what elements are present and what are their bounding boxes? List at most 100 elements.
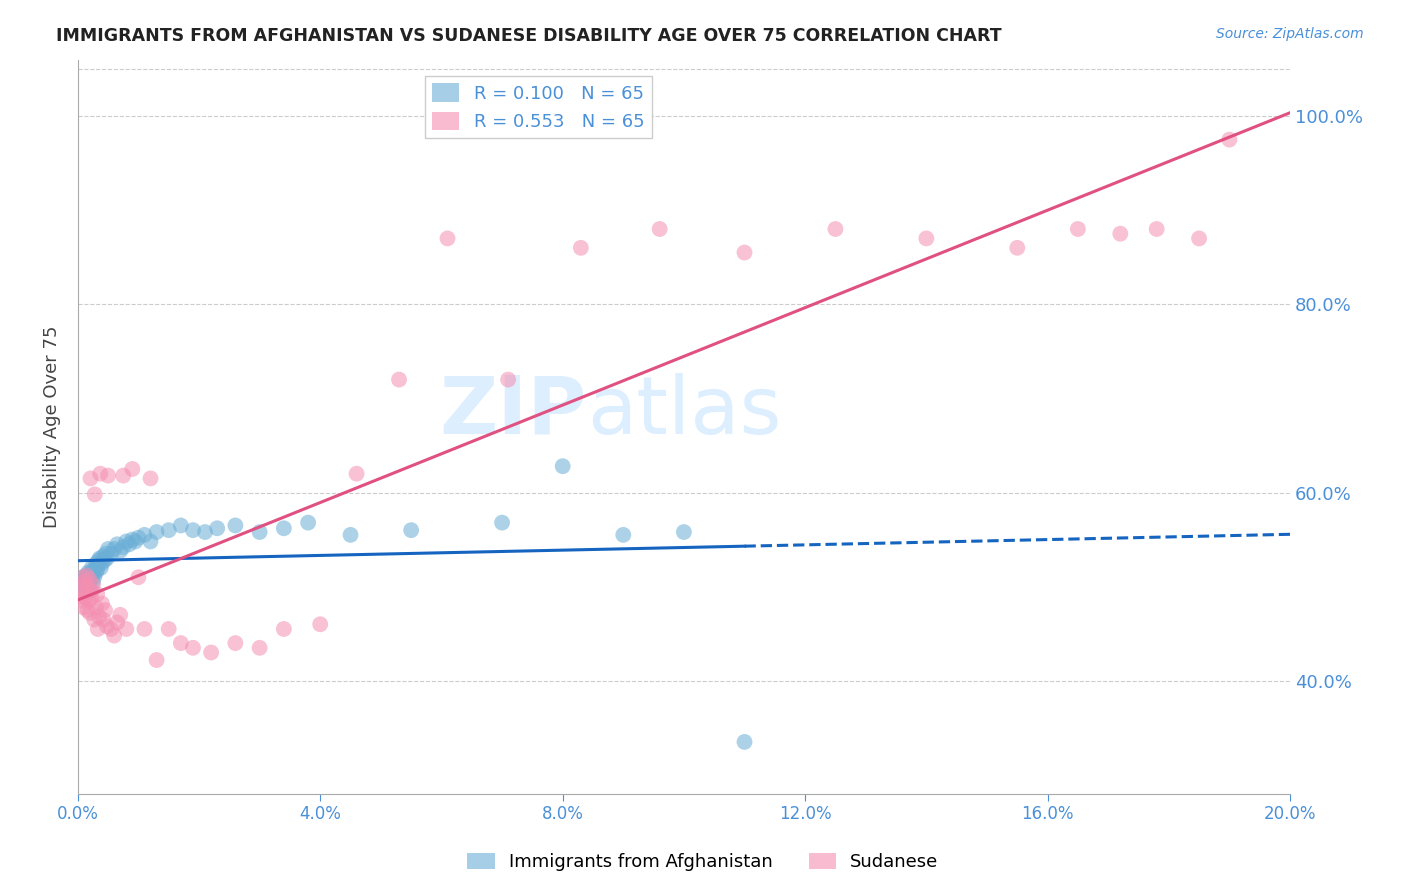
Point: [77, 570, 100, 584]
Point: [82, 574, 104, 589]
Text: IMMIGRANTS FROM AFGHANISTAN VS SUDANESE DISABILITY AGE OVER 75 CORRELATION CHART: IMMIGRANTS FROM AFGHANISTAN VS SUDANESE …: [56, 27, 1002, 45]
Point: [91, 549, 114, 564]
Point: [346, 467, 368, 481]
Point: [496, 373, 519, 387]
Text: ZIP: ZIP: [440, 373, 586, 451]
Point: [72, 570, 94, 584]
Point: [273, 622, 295, 636]
Point: [127, 531, 149, 545]
Point: [110, 607, 132, 622]
Point: [824, 222, 846, 236]
Point: [118, 537, 141, 551]
Point: [91, 556, 114, 570]
Point: [115, 534, 138, 549]
Point: [205, 521, 228, 535]
Point: [1007, 241, 1029, 255]
Point: [91, 597, 114, 611]
Point: [84, 600, 107, 615]
Point: [84, 566, 107, 580]
Text: Source: ZipAtlas.com: Source: ZipAtlas.com: [1216, 27, 1364, 41]
Point: [399, 523, 422, 537]
Point: [76, 580, 98, 594]
Point: [145, 524, 167, 539]
Point: [112, 540, 135, 554]
Point: [200, 646, 222, 660]
Point: [83, 487, 105, 501]
Point: [297, 516, 319, 530]
Point: [145, 653, 167, 667]
Point: [73, 574, 96, 589]
Point: [83, 561, 105, 575]
Point: [100, 547, 122, 561]
Point: [94, 603, 117, 617]
Point: [339, 528, 361, 542]
Point: [734, 245, 756, 260]
Point: [121, 462, 143, 476]
Point: [87, 558, 110, 573]
Point: [77, 593, 100, 607]
Point: [436, 231, 458, 245]
Point: [648, 222, 671, 236]
Point: [139, 471, 162, 485]
Point: [139, 534, 162, 549]
Point: [69, 580, 91, 594]
Point: [79, 572, 101, 586]
Point: [124, 534, 146, 549]
Point: [86, 587, 108, 601]
Point: [73, 600, 96, 615]
Point: [273, 521, 295, 535]
Point: [89, 551, 111, 566]
Point: [77, 578, 100, 592]
Point: [569, 241, 592, 255]
Point: [1109, 227, 1132, 241]
Point: [103, 629, 125, 643]
Point: [121, 533, 143, 547]
Point: [115, 622, 138, 636]
Point: [388, 373, 411, 387]
Point: [105, 537, 128, 551]
Point: [73, 582, 96, 596]
Point: [551, 459, 574, 474]
Point: [100, 622, 122, 636]
Point: [127, 570, 149, 584]
Point: [83, 570, 105, 584]
Point: [157, 622, 180, 636]
Point: [77, 566, 100, 580]
Point: [91, 613, 114, 627]
Point: [134, 622, 156, 636]
Point: [96, 619, 118, 633]
Point: [83, 566, 105, 580]
Point: [70, 574, 93, 589]
Point: [170, 518, 193, 533]
Point: [73, 578, 96, 592]
Point: [94, 547, 117, 561]
Point: [181, 640, 204, 655]
Point: [80, 561, 103, 575]
Point: [76, 568, 98, 582]
Point: [86, 563, 108, 577]
Point: [1188, 231, 1211, 245]
Point: [77, 582, 100, 596]
Point: [1146, 222, 1168, 236]
Point: [194, 524, 217, 539]
Point: [915, 231, 938, 245]
Point: [224, 636, 246, 650]
Point: [79, 570, 101, 584]
Point: [79, 471, 101, 485]
Point: [170, 636, 193, 650]
Point: [105, 615, 128, 630]
Point: [80, 591, 103, 605]
Point: [110, 544, 132, 558]
Point: [612, 528, 634, 542]
Point: [79, 584, 101, 599]
Point: [1067, 222, 1090, 236]
Point: [79, 572, 101, 586]
Point: [72, 593, 94, 607]
Point: [491, 516, 513, 530]
Point: [134, 528, 156, 542]
Point: [76, 603, 98, 617]
Point: [249, 640, 271, 655]
Point: [72, 570, 94, 584]
Point: [79, 606, 101, 620]
Point: [73, 584, 96, 599]
